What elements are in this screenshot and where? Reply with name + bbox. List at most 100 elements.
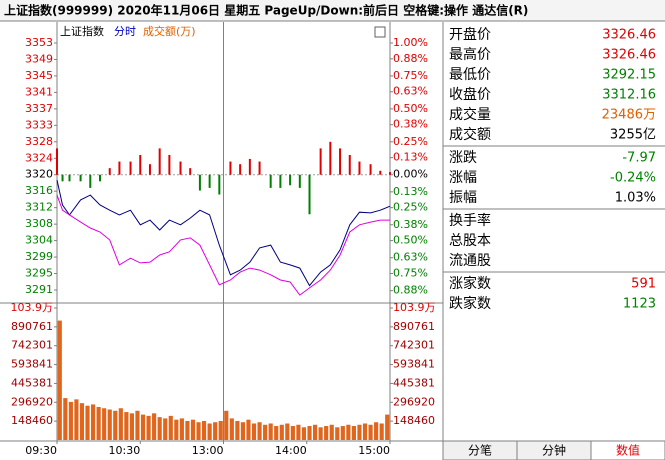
volume-bar [385, 414, 390, 440]
quote-label: 换手率 [449, 212, 491, 229]
y-tick-label: 3324 [25, 151, 53, 164]
y-tick-label: 3320 [25, 168, 53, 181]
y-tick-label: 3299 [25, 250, 53, 263]
volume-bar [307, 426, 312, 440]
y2-tick-label: 0.25% [393, 201, 428, 214]
y-tick-label: 148460 [11, 414, 53, 427]
y2-tick-label: 296920 [393, 395, 435, 408]
volume-bar [368, 424, 373, 440]
volume-bar [301, 427, 307, 440]
y2-tick-label: 0.63% [393, 251, 428, 264]
volume-bar [207, 423, 212, 440]
y-tick-label: 3308 [25, 217, 53, 230]
volume-bar [324, 426, 329, 440]
volume-bar [107, 409, 112, 440]
volume-bar [346, 424, 351, 440]
y2-tick-label: 0.25% [393, 135, 428, 148]
y2-tick-label: 0.88% [393, 52, 428, 65]
y2-tick-label: 0.75% [393, 267, 428, 280]
y-tick-label: 3349 [25, 52, 53, 65]
volume-bar [235, 420, 240, 440]
quote-label: 振幅 [449, 190, 477, 206]
volume-bar [318, 427, 323, 440]
quote-value: 3326.46 [602, 48, 656, 63]
close-chart-button[interactable] [374, 26, 386, 38]
volume-bar [312, 424, 318, 440]
volume-bar [201, 420, 207, 440]
chart-title: 上证指数 [60, 24, 104, 38]
volume-bar [340, 426, 345, 440]
y2-tick-label: 0.13% [393, 185, 428, 198]
panel-tab-label[interactable]: 数值 [616, 443, 640, 458]
volume-bar [163, 418, 168, 440]
y-tick-label: 3328 [25, 135, 53, 148]
volume-bar [229, 418, 234, 440]
x-tick-label: 14:00 [275, 444, 307, 457]
volume-bar [157, 417, 162, 440]
y2-tick-label: 1.00% [393, 36, 428, 49]
volume-bar [68, 401, 73, 440]
x-tick-label: 10:30 [109, 444, 141, 457]
quote-label: 涨跌 [449, 150, 477, 166]
quote-label: 涨家数 [449, 275, 491, 292]
volume-bar [335, 427, 340, 440]
y2-tick-label: 742301 [393, 339, 435, 352]
y-tick-label: 890761 [11, 320, 53, 333]
quote-label: 成交量 [449, 106, 491, 123]
quote-value: 3292.15 [602, 68, 656, 83]
volume-bar [329, 424, 334, 440]
title-bar [0, 0, 665, 21]
volume-bar [174, 419, 179, 440]
y2-tick-label: 593841 [393, 358, 435, 371]
volume-bar [285, 423, 290, 440]
y2-tick-label: 890761 [393, 320, 435, 333]
volume-bar [79, 403, 85, 440]
y-tick-label: 3341 [25, 85, 53, 98]
y-tick-label: 3353 [25, 36, 53, 49]
x-tick-label: 13:00 [192, 444, 224, 457]
y2-tick-label: 0.50% [393, 234, 428, 247]
panel-tab[interactable] [590, 440, 665, 460]
y2-tick-label: 103.9万 [393, 301, 436, 314]
quote-value: 23486万 [602, 108, 656, 123]
volume-bar [296, 424, 301, 440]
quote-label: 涨幅 [449, 170, 477, 186]
y-tick-label: 103.9万 [11, 301, 54, 314]
y-tick-label: 3333 [25, 118, 53, 131]
volume-bar [224, 410, 229, 440]
volume-bar [374, 422, 379, 440]
volume-bar [102, 408, 107, 440]
y-tick-label: 3312 [25, 201, 53, 214]
volume-bar [257, 422, 262, 440]
quote-value: 1123 [623, 297, 656, 312]
volume-bar [74, 399, 79, 440]
volume-bar [179, 418, 184, 440]
volume-bar [113, 410, 118, 440]
window-title: 上证指数(999999) 2020年11月06日 星期五 PageUp/Down… [4, 3, 528, 18]
y-tick-label: 3316 [25, 184, 53, 197]
volume-bar [124, 412, 129, 440]
y2-tick-label: 148460 [393, 414, 435, 427]
quote-value: -0.24% [610, 171, 656, 186]
quote-label: 跌家数 [449, 295, 491, 312]
volume-bar [129, 413, 135, 440]
volume-bar [246, 419, 251, 440]
y-tick-label: 296920 [11, 395, 53, 408]
quote-value: 3326.46 [602, 28, 656, 43]
panel-tab-label[interactable]: 分笔 [468, 443, 492, 458]
panel-tab-label[interactable]: 分钟 [542, 443, 566, 458]
volume-bar [140, 414, 146, 440]
quote-value: 3255亿 [610, 128, 656, 143]
x-tick-label: 15:00 [358, 444, 390, 457]
y-tick-label: 3291 [25, 283, 53, 296]
volume-bar [268, 423, 273, 440]
y-tick-label: 593841 [11, 358, 53, 371]
volume-bar [90, 404, 96, 440]
quote-panel: 开盘价 3326.46 最高价 3326.46 最低价 3292.15 收盘价 3312.16… [442, 26, 665, 460]
quote-value: -7.97 [622, 151, 656, 166]
volume-bar [168, 415, 173, 440]
y-tick-label: 445381 [11, 376, 53, 389]
volume-bar [190, 419, 196, 440]
volume-bar [357, 424, 362, 440]
